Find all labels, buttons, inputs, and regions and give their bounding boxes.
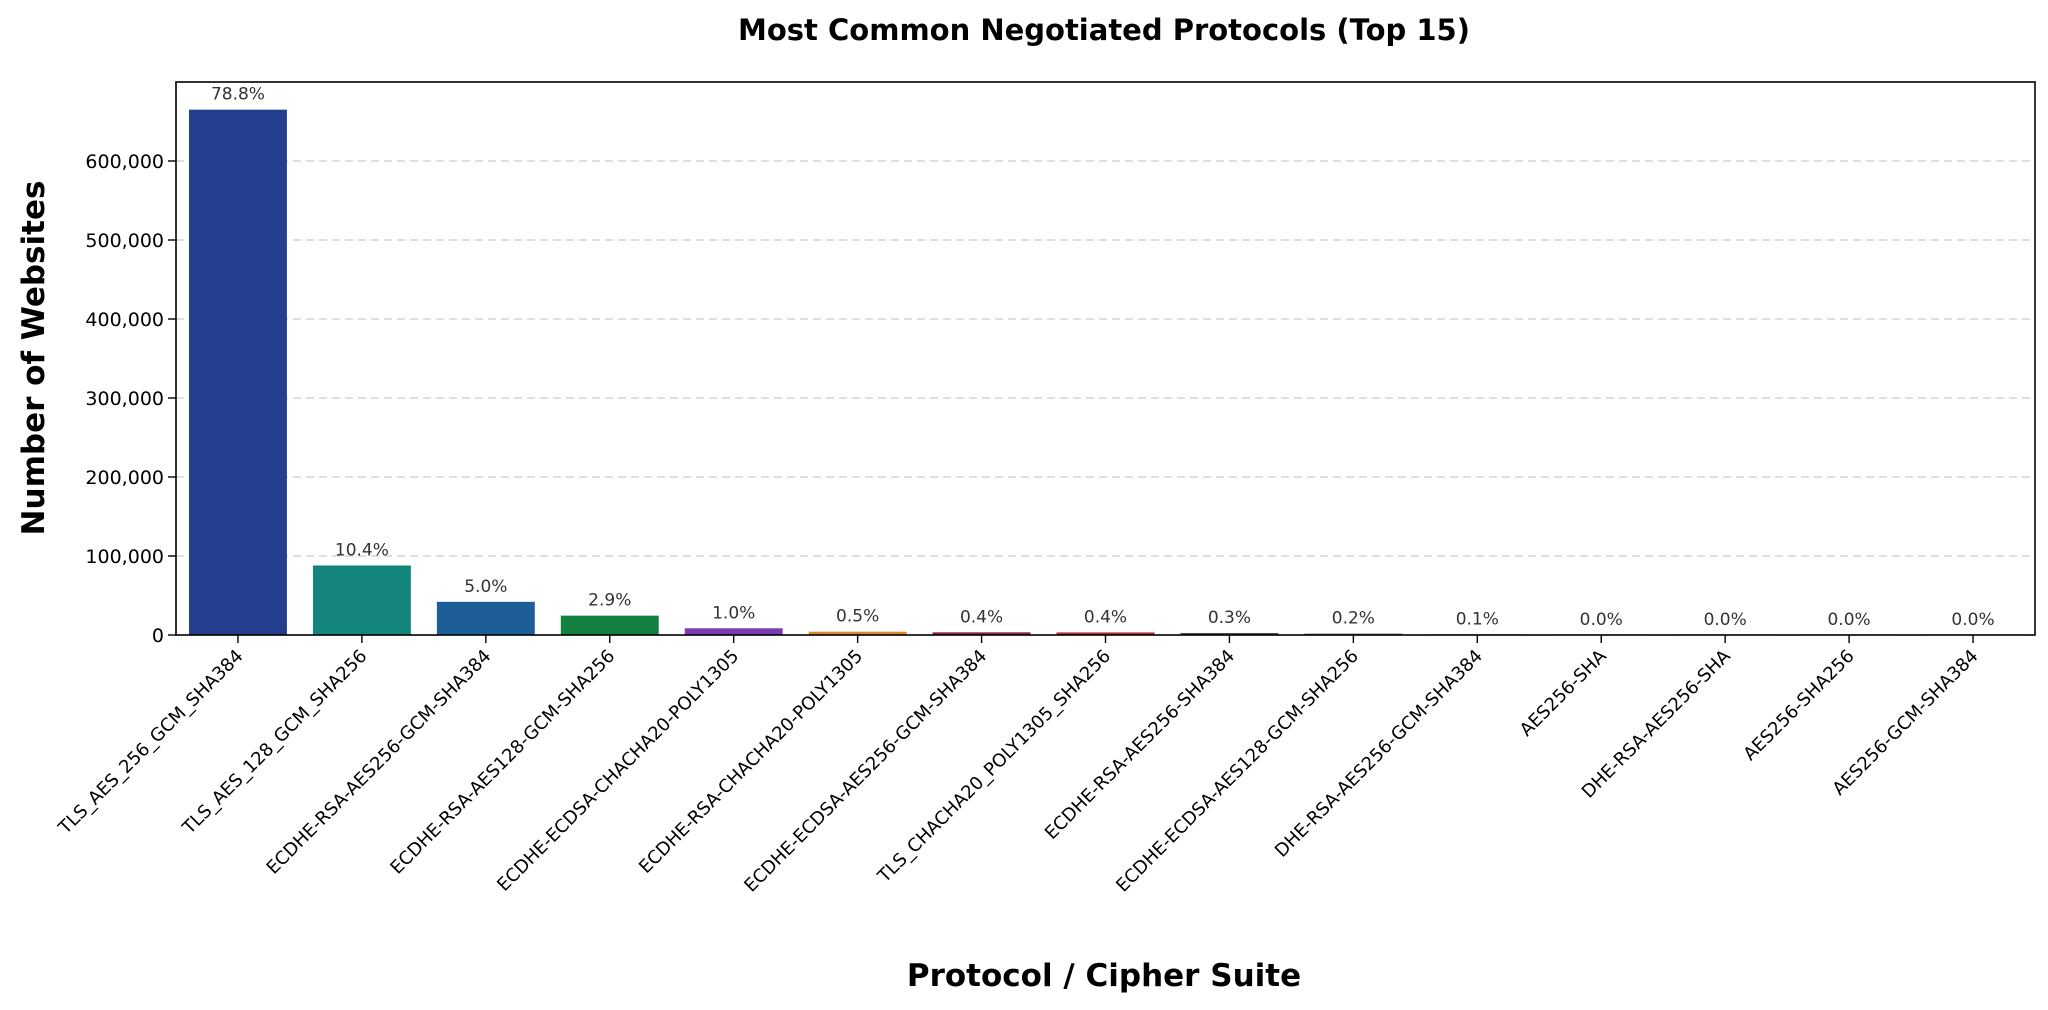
data-label: 0.4% — [960, 607, 1003, 627]
x-tick-label: ECDHE-RSA-AES256-GCM-SHA384 — [263, 646, 496, 879]
data-label: 2.9% — [588, 591, 631, 611]
bar — [560, 615, 659, 635]
plot-frame — [175, 81, 2036, 636]
data-labels: 78.8% 10.4% 5.0% 2.9% 1.0% 0.5% 0.4% 0.4% 0.3% 0.… — [211, 85, 1995, 630]
y-tick-label: 0 — [152, 625, 164, 647]
gridlines — [176, 160, 2035, 557]
data-label: 0.2% — [1332, 609, 1375, 629]
x-tick-label: ECDHE-ECDSA-CHACHA20-POLY1305 — [493, 646, 743, 896]
bars — [189, 109, 2022, 635]
x-tick-label: ECDHE-ECDSA-AES128-GCM-SHA256 — [1112, 646, 1363, 897]
y-tick-label: 300,000 — [85, 388, 164, 410]
bar — [436, 601, 535, 635]
data-label: 0.1% — [1456, 609, 1499, 629]
y-axis-ticks: 0 100,000 200,000 300,000 400,000 500,000 600,… — [85, 151, 176, 647]
x-tick-label: DHE-RSA-AES256-GCM-SHA384 — [1271, 646, 1487, 862]
data-label: 0.4% — [1084, 607, 1127, 627]
data-label: 78.8% — [211, 85, 265, 105]
data-label: 0.0% — [1827, 610, 1870, 630]
x-tick-label: ECDHE-RSA-CHACHA20-POLY1305 — [635, 646, 867, 878]
data-label: 0.0% — [1704, 610, 1747, 630]
bar — [932, 632, 1031, 635]
data-label: 5.0% — [464, 577, 507, 597]
chart-title: Most Common Negotiated Protocols (Top 15… — [738, 13, 1470, 47]
data-label: 10.4% — [335, 540, 389, 560]
bar — [808, 631, 907, 635]
bar — [684, 628, 783, 635]
x-tick-label: AES256-SHA — [1516, 645, 1611, 740]
x-tick-label: ECDHE-ECDSA-AES256-GCM-SHA384 — [740, 646, 991, 897]
bar — [312, 565, 411, 635]
data-label: 0.3% — [1208, 608, 1251, 628]
y-tick-label: 100,000 — [85, 546, 164, 568]
x-axis-ticks: TLS_AES_256_GCM_SHA384TLS_AES_128_GCM_SH… — [54, 635, 1983, 896]
bar — [1056, 632, 1155, 635]
x-tick-label: ECDHE-RSA-AES128-GCM-SHA256 — [386, 646, 619, 879]
x-tick-label: AES256-SHA256 — [1739, 646, 1858, 765]
y-tick-label: 500,000 — [85, 230, 164, 252]
data-label: 0.0% — [1951, 610, 1994, 630]
x-tick-label: TLS_CHACHA20_POLY1305_SHA256 — [873, 646, 1115, 888]
bar — [189, 109, 287, 635]
x-axis-label: Protocol / Cipher Suite — [907, 958, 1301, 994]
bar — [1180, 633, 1279, 635]
y-tick-label: 200,000 — [85, 467, 164, 489]
y-tick-label: 600,000 — [85, 151, 164, 173]
y-axis-label: Number of Websites — [16, 181, 52, 536]
data-label: 0.5% — [836, 607, 879, 627]
y-tick-label: 400,000 — [85, 309, 164, 331]
data-label: 1.0% — [712, 603, 755, 623]
x-tick-label: AES256-GCM-SHA384 — [1829, 646, 1983, 800]
data-label: 0.0% — [1580, 610, 1623, 630]
